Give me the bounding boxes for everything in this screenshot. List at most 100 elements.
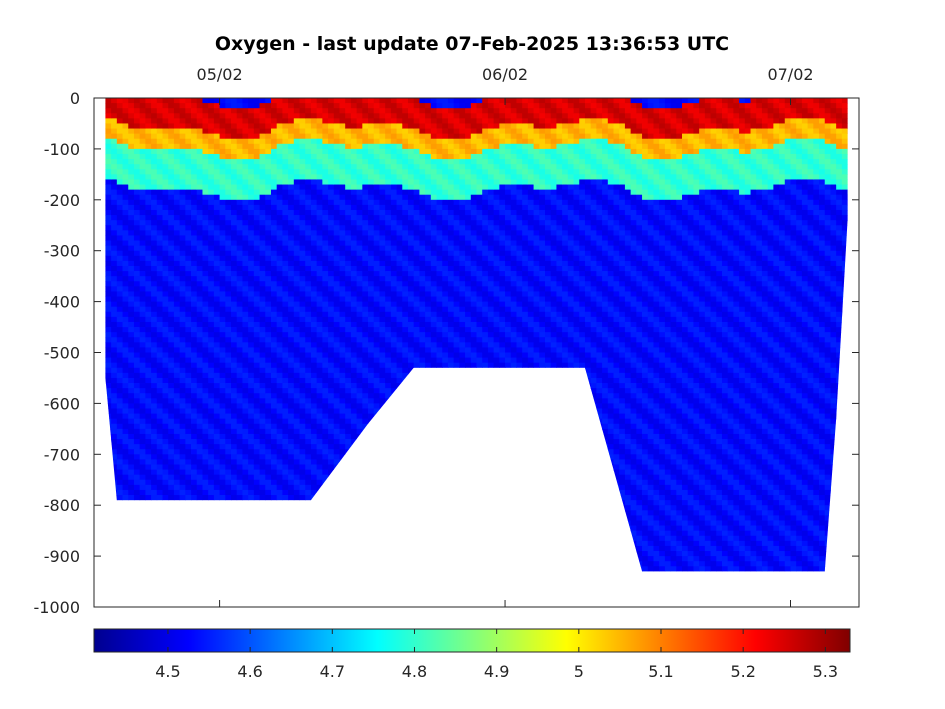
oxygen-cell — [116, 189, 123, 196]
oxygen-cell — [225, 535, 232, 542]
oxygen-cell — [339, 164, 346, 170]
oxygen-cell — [179, 530, 186, 537]
oxygen-cell — [202, 545, 209, 552]
oxygen-cell — [242, 113, 249, 119]
oxygen-cell — [219, 489, 226, 496]
oxygen-cell — [128, 265, 135, 272]
oxygen-cell — [373, 281, 380, 287]
oxygen-cell — [168, 337, 175, 343]
oxygen-cell — [305, 153, 312, 160]
oxygen-cell — [202, 500, 209, 506]
oxygen-cell — [105, 220, 112, 226]
oxygen-cell — [168, 423, 175, 430]
oxygen-cell — [345, 316, 352, 323]
oxygen-cell — [173, 372, 181, 379]
oxygen-cell — [122, 439, 129, 445]
oxygen-cell — [293, 143, 300, 150]
oxygen-cell — [156, 138, 163, 145]
oxygen-cell — [259, 551, 266, 557]
oxygen-cell — [105, 545, 112, 552]
oxygen-cell — [293, 225, 300, 231]
oxygen-cell — [288, 530, 295, 537]
oxygen-cell — [208, 479, 215, 486]
oxygen-cell — [328, 479, 335, 486]
oxygen-cell — [322, 184, 329, 191]
oxygen-cell — [282, 164, 289, 170]
oxygen-cell — [191, 454, 198, 460]
oxygen-cell — [368, 240, 375, 247]
oxygen-cell — [151, 479, 158, 486]
oxygen-cell — [151, 113, 158, 119]
oxygen-cell — [305, 576, 311, 581]
oxygen-cell — [299, 372, 306, 379]
oxygen-cell — [94, 317, 100, 322]
oxygen-cell — [293, 393, 300, 399]
oxygen-cell — [316, 495, 323, 501]
oxygen-cell — [288, 362, 295, 369]
oxygen-cell — [139, 464, 146, 470]
oxygen-cell — [202, 103, 209, 109]
oxygen-cell — [310, 128, 318, 135]
oxygen-cell — [133, 230, 141, 236]
oxygen-cell — [128, 301, 135, 308]
oxygen-cell — [133, 311, 141, 318]
oxygen-cell — [162, 520, 169, 526]
oxygen-cell — [133, 408, 141, 414]
oxygen-cell — [220, 597, 226, 602]
oxygen-cell — [105, 403, 112, 409]
oxygen-cell — [248, 444, 255, 450]
oxygen-cell — [162, 408, 169, 414]
oxygen-cell — [345, 250, 352, 257]
oxygen-cell — [202, 235, 209, 241]
oxygen-cell — [259, 128, 266, 135]
oxygen-cell — [339, 159, 346, 165]
oxygen-cell — [133, 479, 141, 486]
oxygen-cell — [322, 179, 329, 185]
oxygen-cell — [368, 367, 375, 374]
oxygen-cell — [208, 367, 215, 374]
oxygen-cell — [265, 230, 272, 236]
oxygen-cell — [373, 286, 380, 292]
oxygen-cell — [139, 383, 146, 389]
oxygen-cell — [111, 464, 118, 470]
oxygen-cell — [145, 352, 152, 358]
oxygen-cell — [356, 189, 363, 196]
oxygen-cell — [111, 301, 118, 308]
oxygen-cell — [305, 159, 312, 165]
oxygen-cell — [133, 433, 141, 440]
oxygen-cell — [276, 128, 283, 135]
oxygen-cell — [128, 98, 135, 104]
oxygen-cell — [288, 189, 295, 196]
oxygen-cell — [310, 551, 318, 557]
oxygen-cell — [105, 556, 112, 562]
oxygen-cell — [276, 301, 283, 308]
oxygen-cell — [139, 347, 146, 353]
oxygen-cell — [270, 194, 278, 201]
oxygen-cell — [145, 362, 152, 369]
oxygen-cell — [248, 260, 255, 267]
oxygen-cell — [185, 582, 191, 587]
oxygen-cell — [111, 459, 118, 465]
oxygen-cell — [294, 597, 300, 602]
oxygen-cell — [299, 454, 306, 460]
oxygen-cell — [345, 347, 352, 353]
oxygen-cell — [208, 500, 215, 506]
oxygen-cell — [156, 281, 163, 287]
oxygen-cell — [322, 505, 329, 511]
oxygen-cell — [253, 525, 260, 532]
oxygen-cell — [351, 576, 357, 581]
oxygen-cell — [162, 311, 169, 318]
oxygen-cell — [213, 474, 220, 481]
oxygen-cell — [259, 383, 266, 389]
oxygen-cell — [328, 316, 335, 323]
oxygen-cell — [145, 551, 152, 557]
oxygen-cell — [293, 301, 300, 308]
oxygen-cell — [116, 428, 123, 435]
oxygen-cell — [225, 525, 232, 532]
oxygen-cell — [151, 433, 158, 440]
oxygen-cell — [270, 286, 278, 292]
oxygen-cell — [225, 159, 232, 165]
oxygen-cell — [111, 281, 118, 287]
oxygen-cell — [305, 479, 312, 486]
oxygen-cell — [94, 419, 100, 424]
